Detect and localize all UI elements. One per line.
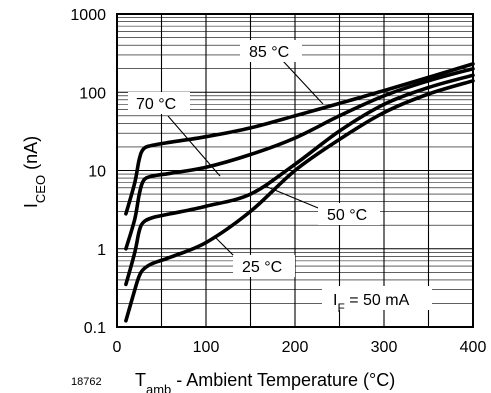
curve-label-leader xyxy=(282,60,324,105)
y-axis-title: ICEO (nA) xyxy=(21,136,48,208)
x-tick-label: 0 xyxy=(113,339,122,356)
y-tick-label: 1 xyxy=(97,242,106,259)
chart-curves xyxy=(124,62,475,323)
plot-frame xyxy=(116,13,474,328)
y-tick-label: 0.1 xyxy=(84,320,106,337)
curve-label-bg xyxy=(318,203,380,225)
x-tick-label: 300 xyxy=(371,339,398,356)
curve-label-bg xyxy=(233,255,295,277)
curve-label-leader xyxy=(264,185,324,211)
series-curve xyxy=(124,73,475,287)
y-tick-label: 1000 xyxy=(70,7,106,24)
curve-label: 70 °C xyxy=(136,96,176,113)
x-tick-label: 400 xyxy=(460,339,487,356)
curve-label: 50 °C xyxy=(327,207,367,224)
curve-label: 25 °C xyxy=(242,259,282,276)
curve-label-bg xyxy=(128,92,190,114)
x-tick-label: 200 xyxy=(282,339,309,356)
series-curve xyxy=(124,62,475,216)
condition-label: IF = 50 mA xyxy=(333,292,410,315)
series-curve xyxy=(124,66,475,251)
figure-number: 18762 xyxy=(71,376,102,388)
series-curve xyxy=(124,79,475,323)
y-tick-label: 100 xyxy=(79,85,106,102)
y-tick-label: 10 xyxy=(88,164,106,181)
curve-label: 85 °C xyxy=(249,44,289,61)
x-axis-title: Tamb - Ambient Temperature (°C) xyxy=(135,370,395,393)
curve-label-leader xyxy=(167,115,221,177)
tick-labels: 0 100 200 300 400 0.1 1 10 100 1000 xyxy=(70,7,486,356)
curve-labels: 85 °C 70 °C 50 °C 25 °C xyxy=(128,40,380,277)
curve-label-bg xyxy=(240,40,302,62)
condition-label-bg xyxy=(322,286,432,310)
x-tick-label: 100 xyxy=(193,339,220,356)
